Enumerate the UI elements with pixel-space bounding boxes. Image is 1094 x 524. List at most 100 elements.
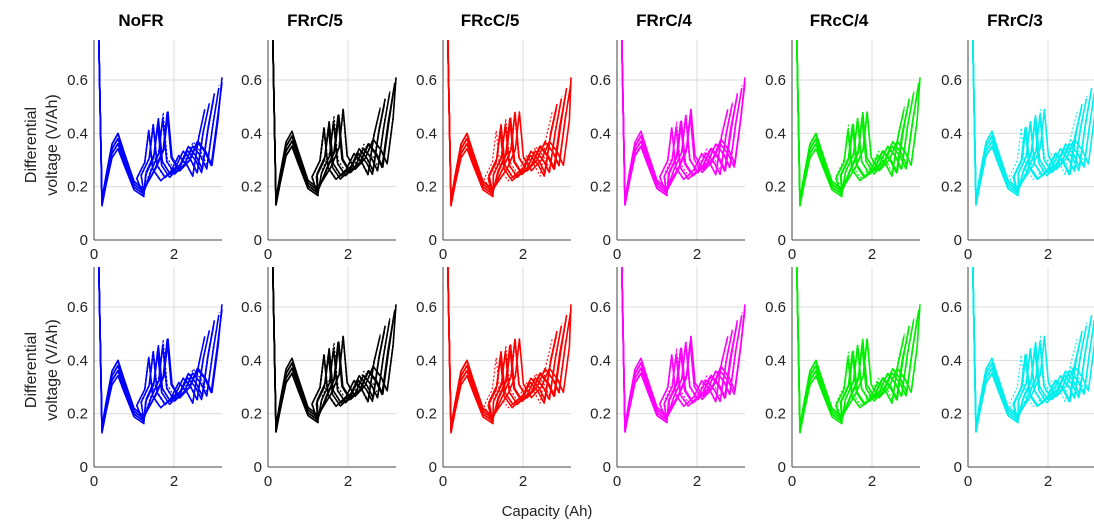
series-curve-frrc-5 xyxy=(272,39,391,202)
y-tick-label: 0.6 xyxy=(241,72,262,89)
x-tick-label: 2 xyxy=(344,473,352,490)
x-tick-label: 0 xyxy=(439,246,447,263)
series-curve-frrc-3 xyxy=(972,39,1083,206)
series-curve-frrc-4 xyxy=(621,266,728,433)
y-tick-label: 0.2 xyxy=(241,179,262,196)
panel-bottom-frcc-5: 0 0.2 0.4 0.6 0 2 xyxy=(416,266,572,490)
series-curve-frrc-4 xyxy=(621,39,742,202)
series-curve-frcc-5 xyxy=(447,39,567,203)
x-tick-label: 2 xyxy=(1044,246,1052,263)
y-axis-label-top-line1: Differential xyxy=(23,107,40,183)
y-tick-label: 0.4 xyxy=(590,352,611,369)
y-tick-label: 0.6 xyxy=(765,72,786,89)
x-tick-label: 0 xyxy=(90,246,98,263)
series-curve-frrc-5 xyxy=(272,39,386,204)
x-tick-label: 0 xyxy=(964,473,972,490)
x-tick-label: 2 xyxy=(344,246,352,263)
series-curve-nofr xyxy=(98,266,215,430)
panel-bottom-frrc-4: 0 0.2 0.4 0.6 0 2 xyxy=(590,266,746,490)
series-curve-frrc-3 xyxy=(972,266,1092,429)
y-tick-label: 0.6 xyxy=(590,72,611,89)
x-tick-label: 0 xyxy=(788,473,796,490)
series-curve-frcc-5 xyxy=(447,266,553,434)
series-curve-frrc-3 xyxy=(972,266,1078,433)
x-axis-label: Capacity (Ah) xyxy=(502,503,593,520)
series-curve-frcc-5 xyxy=(447,266,563,432)
y-tick-label: 0.2 xyxy=(941,406,962,423)
series-curve-frrc-3 xyxy=(972,39,1094,200)
x-tick-label: 2 xyxy=(170,473,178,490)
y-tick-label: 0.6 xyxy=(416,72,437,89)
series-curve-frcc-4 xyxy=(796,266,905,434)
series-curve-frcc-4 xyxy=(796,39,910,205)
x-tick-label: 0 xyxy=(613,473,621,490)
series-curve-nofr xyxy=(98,39,215,205)
series-curve-frrc-4 xyxy=(621,39,728,206)
series-curve-frrc-4 xyxy=(621,266,739,431)
x-tick-label: 2 xyxy=(1044,473,1052,490)
series-curve-frcc-4 xyxy=(796,266,910,432)
series-curve-frrc-5 xyxy=(272,266,390,431)
x-tick-label: 0 xyxy=(613,246,621,263)
x-tick-label: 2 xyxy=(519,473,527,490)
panel-bottom-nofr: 0 0.2 0.4 0.6 0 2 xyxy=(67,266,223,490)
y-tick-label: 0.2 xyxy=(67,406,88,423)
y-tick-label: 0 xyxy=(429,232,437,249)
series-curve-frcc-4 xyxy=(796,39,910,205)
x-tick-label: 2 xyxy=(693,246,701,263)
y-tick-label: 0.6 xyxy=(590,299,611,316)
series-curve-nofr xyxy=(98,266,211,432)
series-curve-frrc-3 xyxy=(972,39,1082,206)
series-curve-frrc-4 xyxy=(621,39,729,206)
series-curve-nofr xyxy=(98,266,210,432)
x-tick-label: 0 xyxy=(90,473,98,490)
series-curve-frcc-5 xyxy=(447,39,563,205)
y-axis-label-top-line2: voltage (V/Ah) xyxy=(44,94,61,195)
y-tick-label: 0.4 xyxy=(765,125,786,142)
series-curve-frrc-5 xyxy=(272,266,381,433)
series-curve-frrc-3 xyxy=(972,266,1094,428)
y-tick-label: 0.2 xyxy=(941,179,962,196)
y-tick-label: 0.4 xyxy=(416,125,437,142)
series-curve-frcc-5 xyxy=(447,39,562,205)
y-tick-label: 0 xyxy=(603,232,611,249)
y-tick-label: 0.2 xyxy=(241,406,262,423)
y-tick-label: 0 xyxy=(80,459,88,476)
series-curve-frcc-4 xyxy=(796,266,910,432)
series-curve-nofr xyxy=(98,39,216,203)
x-tick-label: 2 xyxy=(868,473,876,490)
series-curve-frrc-4 xyxy=(621,39,746,202)
panel-top-frcc-4: 0 0.2 0.4 0.6 0 2 xyxy=(765,39,921,263)
y-tick-label: 0.6 xyxy=(67,299,88,316)
x-tick-label: 2 xyxy=(868,246,876,263)
series-curve-nofr xyxy=(98,39,220,201)
series-curve-frrc-4 xyxy=(621,266,742,429)
y-tick-label: 0.4 xyxy=(67,352,88,369)
series-curve-frcc-5 xyxy=(447,39,557,207)
series-curve-frrc-5 xyxy=(272,39,381,206)
series-curve-frrc-4 xyxy=(621,266,738,431)
series-curve-frcc-5 xyxy=(447,39,567,203)
series-curve-frrc-3 xyxy=(972,266,1083,433)
series-curve-frcc-4 xyxy=(796,39,915,203)
y-tick-label: 0.4 xyxy=(765,352,786,369)
series-curve-frrc-3 xyxy=(972,39,1094,202)
series-curve-frcc-5 xyxy=(447,39,553,207)
y-axis-label-bottom-line1: Differential xyxy=(23,332,40,408)
y-tick-label: 0 xyxy=(954,459,962,476)
y-tick-label: 0.2 xyxy=(590,406,611,423)
series-curve-frrc-4 xyxy=(621,39,739,204)
y-tick-label: 0 xyxy=(254,459,262,476)
series-curve-frcc-4 xyxy=(796,39,905,207)
panel-top-frcc-5: 0 0.2 0.4 0.6 0 2 xyxy=(416,39,572,263)
series-curve-frrc-3 xyxy=(972,266,1092,431)
y-tick-label: 0.4 xyxy=(241,125,262,142)
series-curve-frrc-3 xyxy=(972,39,1092,204)
y-tick-label: 0.6 xyxy=(941,299,962,316)
series-curve-frrc-3 xyxy=(972,266,1088,431)
series-curve-nofr xyxy=(98,39,223,201)
series-curve-frcc-5 xyxy=(447,266,557,434)
series-curve-frrc-3 xyxy=(972,266,1083,433)
series-curve-frrc-4 xyxy=(621,266,729,433)
